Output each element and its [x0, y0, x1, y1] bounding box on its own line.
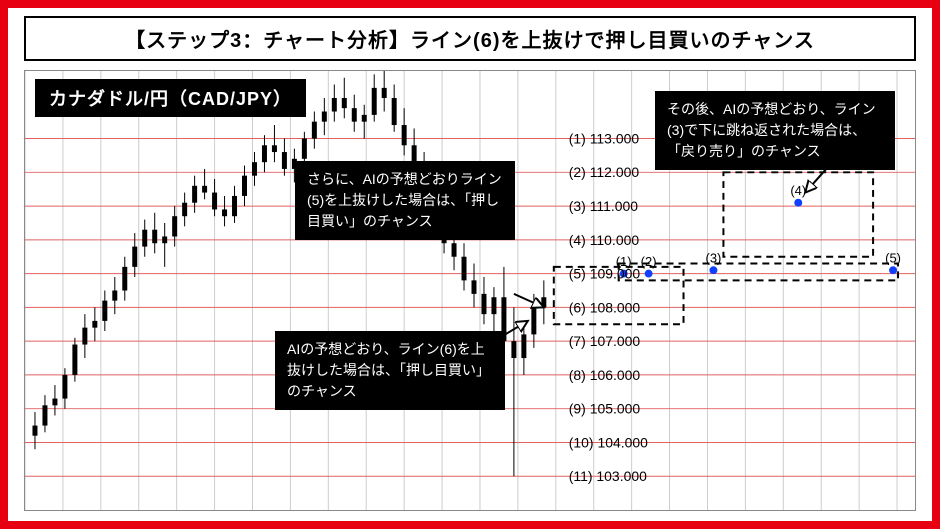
annotation-line5: さらに、AIの予想どおりライン(5)を上抜けした場合は、「押し目買い」のチャンス: [295, 161, 515, 240]
svg-text:(3) 111.000: (3) 111.000: [569, 198, 639, 214]
svg-text:(2) 112.000: (2) 112.000: [569, 164, 640, 180]
svg-text:(11) 103.000: (11) 103.000: [569, 468, 647, 484]
chart-area: (1)(2)(3)(4)(5)(1) 113.000(2) 112.000(3)…: [24, 70, 916, 511]
infographic-frame: 【ステップ3：チャート分析】ライン(6)を上抜けで押し目買いのチャンス (1)(…: [0, 0, 940, 529]
currency-pair-badge: カナダドル/円（CAD/JPY）: [35, 79, 306, 117]
svg-text:(3): (3): [706, 250, 722, 265]
svg-text:(4) 110.000: (4) 110.000: [569, 232, 640, 248]
svg-text:(10) 104.000: (10) 104.000: [569, 434, 648, 450]
step-title: 【ステップ3：チャート分析】ライン(6)を上抜けで押し目買いのチャンス: [24, 16, 916, 61]
svg-text:(8) 106.000: (8) 106.000: [569, 367, 641, 383]
annotation-line6: AIの予想どおり、ライン(6)を上抜けした場合は、「押し目買い」のチャンス: [275, 331, 505, 410]
svg-text:(6) 108.000: (6) 108.000: [569, 299, 641, 315]
svg-text:(5): (5): [885, 250, 901, 265]
annotation-line3: その後、AIの予想どおり、ライン(3)で下に跳ね返された場合は、「戻り売り」のチ…: [655, 91, 895, 170]
svg-text:(2): (2): [641, 254, 657, 269]
svg-text:(7) 107.000: (7) 107.000: [569, 333, 641, 349]
svg-text:(4): (4): [790, 183, 806, 198]
svg-text:(5) 109.000: (5) 109.000: [569, 266, 641, 282]
svg-text:(9) 105.000: (9) 105.000: [569, 401, 641, 417]
svg-text:(1) 113.000: (1) 113.000: [569, 131, 640, 147]
